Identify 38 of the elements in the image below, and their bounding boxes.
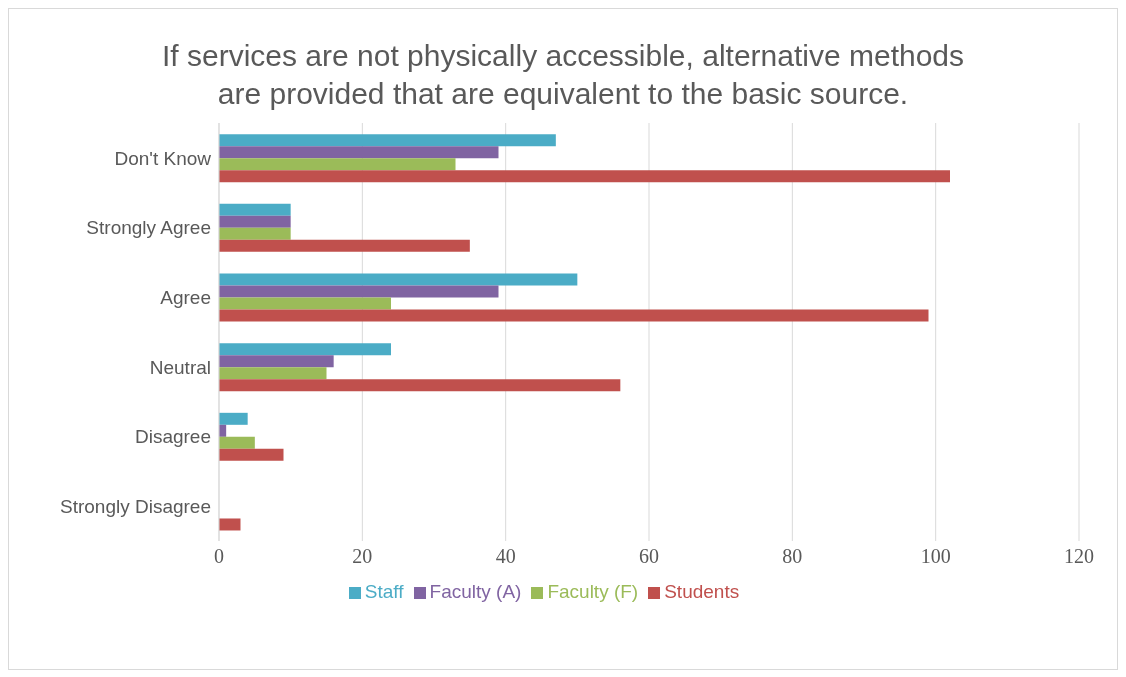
legend-label: Students bbox=[664, 581, 740, 602]
bar bbox=[219, 412, 248, 425]
legend-label: Staff bbox=[364, 581, 404, 602]
y-tick-label: Agree bbox=[160, 286, 211, 308]
y-tick-label: Neutral bbox=[149, 356, 211, 378]
legend-label: Faculty (F) bbox=[547, 581, 639, 602]
bar bbox=[219, 367, 327, 380]
y-tick-label: Disagree bbox=[134, 426, 211, 448]
legend-label: Faculty (A) bbox=[429, 581, 522, 602]
bar bbox=[219, 273, 578, 286]
y-tick-label: Strongly Disagree bbox=[59, 495, 211, 517]
x-tick-label: 20 bbox=[352, 545, 373, 568]
bar bbox=[219, 285, 499, 298]
bar bbox=[219, 436, 255, 449]
bar bbox=[219, 203, 291, 216]
bar bbox=[219, 355, 334, 368]
bar bbox=[219, 170, 950, 183]
x-tick-label: 120 bbox=[1064, 545, 1094, 568]
bar bbox=[219, 158, 456, 171]
bar bbox=[219, 448, 284, 461]
x-tick-label: 100 bbox=[920, 545, 951, 568]
y-tick-label: Strongly Agree bbox=[86, 217, 211, 239]
bar bbox=[219, 343, 391, 356]
bar bbox=[219, 239, 470, 252]
bar bbox=[219, 134, 556, 147]
bar bbox=[219, 215, 291, 228]
bar bbox=[219, 518, 241, 531]
x-tick-label: 60 bbox=[639, 545, 659, 568]
bar bbox=[219, 146, 499, 159]
x-tick-label: 80 bbox=[782, 545, 803, 568]
bar bbox=[219, 297, 391, 310]
bar bbox=[219, 379, 621, 392]
chart-title: If services are not physically accessible, alternative methods are provided that are equivalent to the basic source. bbox=[161, 38, 965, 112]
y-tick-label: Don't Know bbox=[114, 147, 212, 169]
x-tick-label: 0 bbox=[214, 545, 224, 568]
x-tick-label: 40 bbox=[495, 545, 516, 568]
bar bbox=[219, 309, 929, 322]
bar bbox=[219, 227, 291, 240]
